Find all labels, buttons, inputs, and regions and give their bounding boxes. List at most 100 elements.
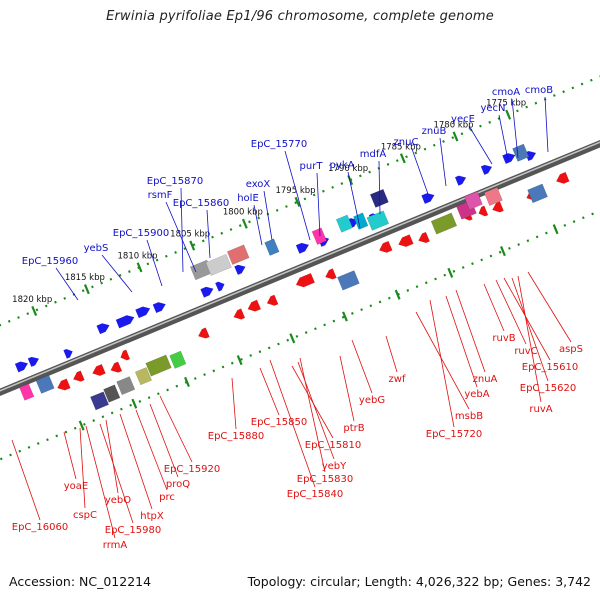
forward-gene-arrow <box>27 356 40 368</box>
scale-tick <box>447 267 454 278</box>
reverse-gene-arrow <box>418 231 431 244</box>
gene-label-yebG: yebG <box>359 395 385 406</box>
gene-label-znuC: znuC <box>394 137 419 148</box>
leader-line <box>495 279 527 345</box>
leader-line <box>544 96 549 153</box>
leader-line <box>253 204 263 246</box>
leader-line <box>159 395 193 463</box>
scale-tick <box>189 240 196 251</box>
scale-tick <box>394 289 401 300</box>
gene-label-ruvC: ruvC <box>514 346 537 357</box>
gene-label-purT: purT <box>300 161 324 172</box>
reverse-gene-arrow <box>233 308 246 320</box>
reverse-gene-arrow <box>555 171 570 184</box>
gene-label-rrmA: rrmA <box>103 540 128 551</box>
gene-label-yebA: yebA <box>464 389 489 400</box>
leader-line <box>503 277 551 361</box>
leader-line <box>316 172 321 237</box>
leader-line <box>206 209 211 259</box>
scale-tick <box>78 420 85 431</box>
scale-tick-label: 1780 kbp <box>433 120 473 130</box>
leader-line <box>105 419 119 494</box>
reverse-gene-arrow <box>247 299 262 312</box>
forward-gene-arrow <box>63 348 73 359</box>
forward-gene-arrow <box>14 361 29 373</box>
gene-block <box>430 212 458 235</box>
gene-block <box>353 212 369 230</box>
gene-label-EpC_15860: EpC_15860 <box>173 198 229 209</box>
reverse-gene-arrow <box>378 240 393 253</box>
gene-label-zwf: zwf <box>389 374 406 385</box>
leader-line <box>378 160 381 215</box>
gene-block <box>35 374 55 394</box>
gene-block <box>264 238 280 256</box>
gene-label-ptrB: ptrB <box>343 423 364 434</box>
gene-block <box>483 187 503 207</box>
reverse-gene-arrow <box>478 205 489 217</box>
leader-line <box>119 413 153 510</box>
gene-label-yebO: yebO <box>105 495 131 506</box>
gene-label-yebS: yebS <box>84 243 109 254</box>
gene-label-EpC_15870: EpC_15870 <box>147 176 203 187</box>
topology-label: Topology: circular; Length: 4,026,322 bp… <box>247 574 591 589</box>
gene-label-EpC_15830: EpC_15830 <box>297 474 353 485</box>
leader-line <box>231 377 237 430</box>
gene-label-mdfA: mdfA <box>360 149 387 160</box>
gene-block <box>311 227 327 245</box>
backbone-line <box>0 139 600 397</box>
leader-line <box>101 254 133 293</box>
gene-block <box>226 244 250 265</box>
gene-label-EpC_15920: EpC_15920 <box>164 464 220 475</box>
scale-tick-label: 1815 kbp <box>65 273 105 283</box>
leader-line <box>297 361 335 460</box>
forward-gene-arrow <box>152 302 166 314</box>
forward-gene-arrow <box>502 152 516 165</box>
gene-block <box>337 270 360 291</box>
leader-line <box>146 239 163 287</box>
leader-line <box>11 439 41 521</box>
gene-label-yebY: yebY <box>322 461 347 472</box>
reverse-gene-arrow <box>295 272 316 288</box>
leader-line <box>415 311 470 410</box>
scale-tick <box>184 376 190 387</box>
scale-tick-label: 1775 kbp <box>486 99 526 109</box>
leader-line <box>180 187 184 273</box>
reverse-gene-arrow <box>325 268 337 280</box>
gene-label-EpC_15810: EpC_15810 <box>305 440 361 451</box>
reverse-gene-arrow <box>266 294 279 306</box>
forward-gene-arrow <box>135 306 151 319</box>
gene-label-EpC_15880: EpC_15880 <box>208 431 264 442</box>
leader-line <box>85 425 116 539</box>
leader-line <box>165 201 197 273</box>
gene-label-znuB: znuB <box>422 126 447 137</box>
gene-label-cmoA: cmoA <box>492 87 520 98</box>
gene-block <box>116 376 136 396</box>
leader-line <box>269 359 316 488</box>
leader-line <box>263 190 273 241</box>
forward-gene-arrow <box>480 164 493 176</box>
reverse-gene-arrow <box>197 327 210 339</box>
leader-line <box>498 114 509 161</box>
gene-label-rsmF: rsmF <box>148 190 173 201</box>
leader-line <box>517 275 542 403</box>
reverse-gene-arrow <box>120 349 131 361</box>
leader-line <box>135 409 168 491</box>
scale-tick <box>236 355 243 366</box>
leader-line <box>99 423 134 524</box>
scale-tick <box>289 333 296 344</box>
gene-block <box>527 183 548 204</box>
leader-line <box>339 355 355 422</box>
scale-ticks: 1820 kbp 1815 kbp 1810 kbp 1805 kbp 1800 kbp… <box>12 99 559 431</box>
reverse-gene-arrow <box>398 234 414 248</box>
leader-line <box>445 295 478 388</box>
forward-gene-arrow <box>421 192 435 205</box>
gene-label-EpC_15980: EpC_15980 <box>105 525 161 536</box>
chromosome-backbone <box>0 139 600 397</box>
scale-tick-label: 1785 kbp <box>381 142 421 152</box>
gene-label-yecE: yecE <box>451 114 475 125</box>
scale-tick <box>83 284 90 295</box>
gene-label-EpC_15960: EpC_15960 <box>22 256 78 267</box>
leader-line <box>527 271 572 343</box>
leader-line <box>299 357 326 473</box>
